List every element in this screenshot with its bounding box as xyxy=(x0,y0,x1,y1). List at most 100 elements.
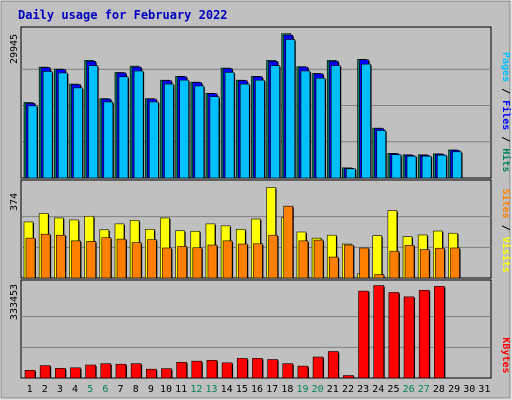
panel-kbytes: 333453 KBytes xyxy=(9,279,511,379)
bar-sites-day-25 xyxy=(389,250,400,279)
x-tick-day-9: 9 xyxy=(148,384,154,395)
bar-pages-day-4 xyxy=(73,87,83,179)
bar-kbytes-day-21 xyxy=(327,351,339,379)
x-tick-day-7: 7 xyxy=(118,384,124,395)
panel-visits: 374 Sites / Visits xyxy=(9,179,512,279)
bar-sites-day-21 xyxy=(328,256,339,279)
bar-pages-day-10 xyxy=(164,83,174,179)
bar-pages-day-17 xyxy=(270,65,280,179)
bar-sites-day-13 xyxy=(207,244,218,279)
bar-sites-day-1 xyxy=(25,237,36,279)
bar-sites-day-6 xyxy=(101,237,112,279)
x-tick-day-8: 8 xyxy=(133,384,139,395)
bar-pages-day-8 xyxy=(133,70,144,179)
legend-visits: Sites / Visits xyxy=(500,189,512,273)
bar-pages-day-22 xyxy=(346,168,356,179)
x-tick-day-16: 16 xyxy=(251,384,263,395)
x-tick-day-25: 25 xyxy=(387,384,399,395)
x-tick-day-6: 6 xyxy=(102,384,108,395)
y-max-label-visits: 374 xyxy=(9,193,20,211)
x-tick-day-3: 3 xyxy=(57,384,63,395)
bar-kbytes-day-4 xyxy=(70,367,81,379)
bar-kbytes-day-12 xyxy=(191,360,203,379)
x-tick-day-29: 29 xyxy=(448,384,460,395)
bar-pages-day-9 xyxy=(148,101,159,179)
y-max-label-kbytes: 333453 xyxy=(9,284,20,320)
legend-entry-: / xyxy=(500,130,511,148)
bar-kbytes-day-23 xyxy=(358,290,369,379)
legend-kbytes: KBytes xyxy=(500,337,511,373)
bar-kbytes-day-14 xyxy=(221,362,233,379)
chart-title: Daily usage for February 2022 xyxy=(18,8,228,22)
bar-kbytes-day-3 xyxy=(55,368,66,379)
x-tick-day-30: 30 xyxy=(463,384,475,395)
bar-sites-day-20 xyxy=(313,239,324,279)
bar-pages-day-5 xyxy=(88,65,98,179)
bar-kbytes-day-2 xyxy=(39,365,51,379)
legend-entry-sites: Sites xyxy=(500,189,512,219)
bar-sites-day-27 xyxy=(419,249,430,279)
x-tick-day-12: 12 xyxy=(190,384,202,395)
bar-kbytes-day-16 xyxy=(252,358,263,379)
bar-kbytes-day-10 xyxy=(161,368,172,379)
bar-kbytes-day-17 xyxy=(267,359,278,379)
bar-sites-day-24 xyxy=(374,274,385,279)
bar-sites-day-22 xyxy=(344,244,354,279)
bar-sites-day-8 xyxy=(131,242,142,279)
x-tick-day-19: 19 xyxy=(296,384,308,395)
bar-pages-day-3 xyxy=(58,72,68,179)
bar-visits-day-24 xyxy=(372,235,383,279)
bar-pages-day-24 xyxy=(376,130,387,179)
legend-entry-: / xyxy=(500,219,511,237)
bar-pages-day-6 xyxy=(103,101,114,179)
x-tick-day-26: 26 xyxy=(403,384,415,395)
bar-pages-day-7 xyxy=(118,76,129,179)
bar-pages-day-23 xyxy=(361,63,371,179)
bar-sites-day-26 xyxy=(404,244,415,279)
bar-kbytes-day-19 xyxy=(297,365,309,379)
bar-sites-day-23 xyxy=(359,247,369,279)
panel-hits: 29945 Pages / Files / Hits xyxy=(9,26,512,179)
x-tick-day-14: 14 xyxy=(221,384,233,395)
x-tick-day-23: 23 xyxy=(357,384,369,395)
x-tick-day-13: 13 xyxy=(205,384,217,395)
bar-pages-day-18 xyxy=(285,39,296,179)
bar-sites-day-4 xyxy=(71,240,81,279)
bar-pages-day-20 xyxy=(315,77,326,179)
x-tick-day-28: 28 xyxy=(433,384,445,395)
x-tick-day-10: 10 xyxy=(160,384,172,395)
y-max-label-hits: 29945 xyxy=(9,34,20,64)
bar-sites-day-28 xyxy=(435,247,445,279)
x-tick-day-22: 22 xyxy=(342,384,354,395)
bar-pages-day-15 xyxy=(239,83,250,179)
x-tick-day-15: 15 xyxy=(236,384,248,395)
bar-kbytes-day-13 xyxy=(206,360,218,379)
bar-sites-day-14 xyxy=(222,240,233,279)
x-tick-day-24: 24 xyxy=(372,384,384,395)
bar-pages-day-12 xyxy=(194,85,205,179)
bar-sites-day-2 xyxy=(40,233,51,279)
legend-entry-kbytes: KBytes xyxy=(500,337,511,373)
bar-kbytes-day-1 xyxy=(24,369,36,379)
x-tick-day-20: 20 xyxy=(312,384,324,395)
bar-sites-day-3 xyxy=(56,234,66,279)
bar-pages-day-26 xyxy=(406,155,417,179)
legend-entry-hits: Hits xyxy=(500,148,512,172)
bar-kbytes-day-9 xyxy=(145,368,157,379)
bar-kbytes-day-22 xyxy=(343,375,354,379)
bar-kbytes-day-8 xyxy=(130,363,142,379)
x-axis: 1 2 3 4 5 6 7 8 9 10 11 12 13 14 15 16 17 18 19 20 21 22 23 24 2… xyxy=(27,384,491,395)
bar-sites-day-9 xyxy=(146,239,157,279)
bar-sites-day-11 xyxy=(177,246,187,279)
bar-pages-day-16 xyxy=(255,79,265,179)
bar-sites-day-17 xyxy=(268,234,278,279)
bar-kbytes-day-6 xyxy=(100,363,112,379)
bar-pages-day-2 xyxy=(42,71,53,179)
x-tick-day-17: 17 xyxy=(266,384,278,395)
x-tick-day-4: 4 xyxy=(72,384,78,395)
legend-entry-: / xyxy=(500,82,511,100)
x-tick-day-27: 27 xyxy=(418,384,430,395)
bar-pages-day-27 xyxy=(421,155,432,179)
bar-kbytes-day-11 xyxy=(176,361,187,379)
